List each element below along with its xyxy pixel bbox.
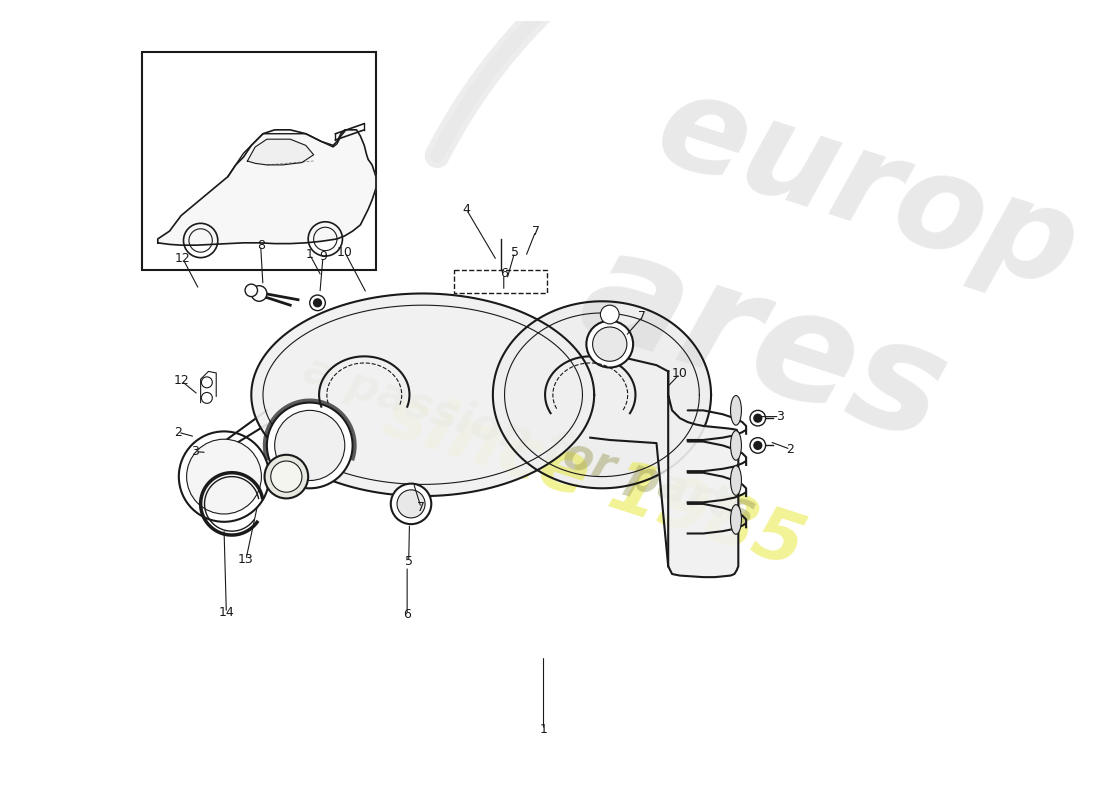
- Text: 12: 12: [175, 252, 190, 265]
- Text: 10: 10: [672, 367, 688, 380]
- Text: a passion for parts: a passion for parts: [298, 348, 761, 535]
- Circle shape: [245, 284, 257, 297]
- Text: europ: europ: [641, 62, 1092, 317]
- Circle shape: [754, 442, 761, 450]
- Circle shape: [754, 414, 761, 422]
- Circle shape: [201, 377, 212, 388]
- Circle shape: [251, 286, 267, 302]
- Text: 14: 14: [219, 606, 234, 619]
- Text: 9: 9: [319, 250, 327, 263]
- Circle shape: [179, 431, 270, 522]
- Text: 13: 13: [238, 554, 254, 566]
- Circle shape: [201, 393, 212, 403]
- Circle shape: [314, 299, 321, 306]
- Ellipse shape: [730, 466, 741, 495]
- Polygon shape: [251, 294, 594, 496]
- Circle shape: [310, 295, 326, 310]
- Circle shape: [390, 484, 431, 524]
- Circle shape: [275, 410, 344, 481]
- Text: 4: 4: [462, 203, 471, 216]
- Text: ares: ares: [563, 216, 964, 473]
- Text: 1: 1: [306, 248, 313, 261]
- Ellipse shape: [730, 395, 741, 425]
- Polygon shape: [668, 371, 738, 577]
- Circle shape: [397, 490, 425, 518]
- Text: 7: 7: [638, 310, 647, 323]
- Text: 7: 7: [417, 502, 426, 514]
- Circle shape: [586, 321, 634, 367]
- Polygon shape: [493, 302, 711, 488]
- Ellipse shape: [730, 505, 741, 534]
- Text: 12: 12: [174, 374, 189, 387]
- Ellipse shape: [730, 430, 741, 460]
- Circle shape: [267, 402, 353, 488]
- Text: 5: 5: [510, 246, 519, 258]
- Text: 2: 2: [786, 443, 794, 456]
- Polygon shape: [591, 352, 668, 566]
- Text: 6: 6: [499, 267, 508, 281]
- Circle shape: [750, 438, 766, 454]
- Circle shape: [271, 461, 301, 492]
- Text: 5: 5: [405, 555, 412, 568]
- Polygon shape: [157, 130, 376, 245]
- Polygon shape: [248, 139, 314, 165]
- Text: 2: 2: [174, 426, 182, 438]
- Text: since 1985: since 1985: [376, 381, 813, 582]
- Text: 3: 3: [191, 445, 199, 458]
- Circle shape: [264, 454, 308, 498]
- Text: 8: 8: [256, 238, 265, 252]
- Circle shape: [750, 410, 766, 426]
- Text: 6: 6: [404, 608, 411, 621]
- Text: 10: 10: [337, 246, 353, 258]
- Circle shape: [601, 305, 619, 324]
- Text: 3: 3: [776, 410, 783, 423]
- Text: 1: 1: [540, 723, 548, 736]
- FancyBboxPatch shape: [142, 52, 376, 270]
- Circle shape: [187, 439, 262, 514]
- Text: 7: 7: [531, 225, 540, 238]
- Circle shape: [593, 327, 627, 362]
